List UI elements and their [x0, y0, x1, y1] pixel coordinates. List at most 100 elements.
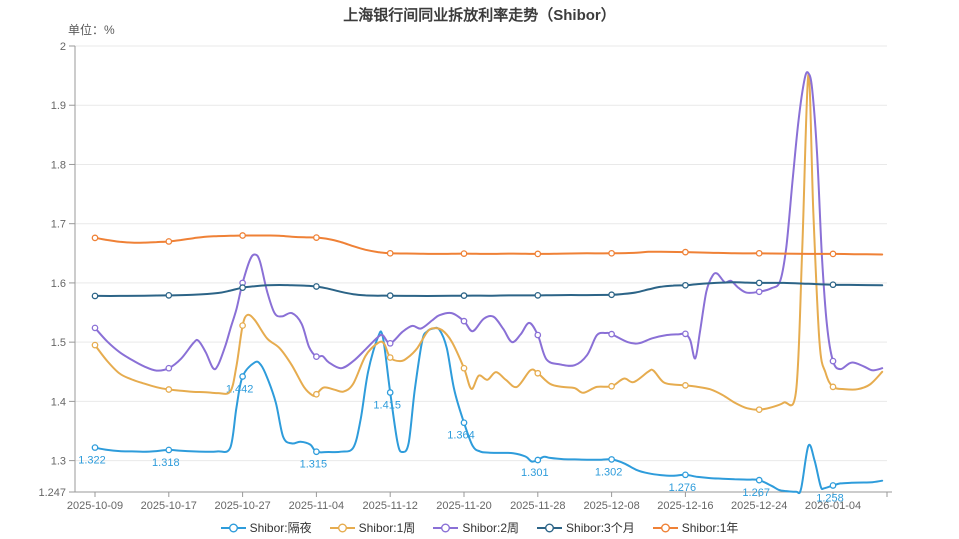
- point-value-label: 1.302: [595, 466, 623, 478]
- data-point-1y[interactable]: [534, 250, 542, 258]
- legend-line-marker-icon: [652, 523, 678, 532]
- y-axis-label: 2: [60, 41, 66, 53]
- chart-title: 上海银行间同业拆放利率走势（Shibor）: [343, 7, 616, 24]
- data-point-2w[interactable]: [755, 288, 763, 296]
- data-point-3m[interactable]: [239, 284, 246, 292]
- data-point-3m[interactable]: [460, 292, 468, 300]
- x-axis-label: 2025-10-09: [67, 500, 123, 512]
- point-value-label: 1.301: [521, 467, 549, 479]
- data-point-2w[interactable]: [313, 353, 320, 361]
- data-point-1w[interactable]: [608, 382, 615, 390]
- series-line-1y: [94, 234, 884, 256]
- data-point-2w[interactable]: [165, 364, 173, 372]
- data-point-1w[interactable]: [165, 386, 173, 393]
- data-point-overnight[interactable]: [608, 456, 615, 463]
- legend-line-marker-icon: [220, 523, 246, 532]
- data-point-2w[interactable]: [460, 317, 468, 325]
- series-line-1w: [94, 73, 884, 411]
- data-point-1w[interactable]: [460, 364, 468, 372]
- data-point-1w[interactable]: [239, 322, 246, 329]
- data-point-1w[interactable]: [534, 369, 542, 377]
- x-axis-label: 2025-11-04: [289, 500, 344, 512]
- point-value-label: 1.415: [373, 399, 401, 411]
- point-value-label: 1.322: [78, 455, 106, 467]
- x-axis-label: 2025-12-08: [583, 500, 639, 512]
- data-point-1w[interactable]: [682, 382, 689, 389]
- data-point-1w[interactable]: [829, 383, 837, 391]
- data-point-overnight[interactable]: [460, 419, 468, 427]
- x-axis-label: 2025-11-20: [436, 500, 491, 512]
- legend-label: Shibor:1年: [681, 521, 739, 535]
- data-point-3m[interactable]: [755, 279, 763, 287]
- x-axis-label: 2025-10-17: [141, 500, 197, 512]
- series-line-2w: [94, 71, 884, 372]
- data-point-3m[interactable]: [829, 281, 837, 289]
- data-point-3m[interactable]: [534, 292, 542, 299]
- data-point-1w[interactable]: [313, 390, 320, 398]
- data-point-overnight[interactable]: [534, 456, 542, 464]
- data-point-3m[interactable]: [165, 292, 173, 299]
- data-point-overnight[interactable]: [829, 482, 837, 489]
- legend-item-overnight[interactable]: Shibor:隔夜: [220, 519, 312, 536]
- data-point-1y[interactable]: [682, 248, 689, 256]
- series-line-3m: [94, 281, 884, 297]
- data-point-3m[interactable]: [682, 281, 689, 289]
- y-axis-label: 1.247: [38, 487, 66, 499]
- data-point-1w[interactable]: [755, 406, 763, 414]
- data-point-1y[interactable]: [386, 249, 394, 257]
- data-point-3m[interactable]: [313, 283, 320, 290]
- data-point-1y[interactable]: [755, 249, 763, 257]
- data-point-1w[interactable]: [386, 354, 394, 361]
- data-point-overnight[interactable]: [91, 444, 99, 451]
- legend-label: Shibor:2周: [462, 521, 520, 535]
- series-line-overnight: [94, 326, 884, 495]
- data-point-1w[interactable]: [91, 341, 99, 349]
- data-point-overnight[interactable]: [386, 389, 394, 396]
- data-point-overnight[interactable]: [313, 448, 320, 456]
- data-point-2w[interactable]: [829, 357, 837, 365]
- data-point-2w[interactable]: [91, 324, 99, 332]
- legend-item-1y[interactable]: Shibor:1年: [652, 519, 739, 536]
- data-point-1y[interactable]: [239, 232, 246, 239]
- data-point-1y[interactable]: [829, 250, 837, 258]
- data-point-2w[interactable]: [534, 331, 542, 339]
- data-point-3m[interactable]: [91, 292, 99, 300]
- point-value-label: 1.442: [226, 384, 254, 396]
- data-point-overnight[interactable]: [165, 446, 173, 454]
- legend-item-3m[interactable]: Shibor:3个月: [537, 519, 635, 536]
- y-axis-label: 1.6: [51, 278, 66, 290]
- data-point-1y[interactable]: [313, 234, 320, 241]
- x-axis-label: 2025-11-28: [510, 500, 565, 512]
- legend: Shibor:隔夜 Shibor:1周 Shibor:2周 Shibor:3个月 Shi…: [0, 519, 959, 536]
- data-point-1y[interactable]: [91, 234, 99, 242]
- legend-label: Shibor:3个月: [566, 521, 635, 535]
- data-point-overnight[interactable]: [239, 373, 246, 380]
- point-value-label: 1.276: [669, 482, 697, 494]
- data-point-1y[interactable]: [608, 249, 615, 257]
- data-point-3m[interactable]: [386, 292, 394, 300]
- legend-item-2w[interactable]: Shibor:2周: [433, 519, 519, 536]
- point-value-label: 1.315: [300, 459, 328, 471]
- x-axis-label: 2025-10-27: [214, 500, 270, 512]
- data-point-3m[interactable]: [608, 291, 615, 299]
- legend-line-marker-icon: [537, 523, 563, 532]
- data-point-2w[interactable]: [682, 330, 689, 338]
- data-point-overnight[interactable]: [682, 471, 689, 479]
- legend-item-1w[interactable]: Shibor:1周: [329, 519, 415, 536]
- point-value-label: 1.267: [742, 487, 770, 499]
- data-point-1y[interactable]: [165, 238, 173, 245]
- point-value-label: 1.258: [816, 492, 844, 504]
- point-value-label: 1.318: [152, 457, 180, 469]
- y-axis-label: 1.9: [51, 100, 66, 112]
- unit-label: 单位：%: [68, 23, 115, 37]
- x-axis-label: 2025-12-24: [731, 500, 787, 512]
- data-point-2w[interactable]: [608, 330, 615, 338]
- data-point-2w[interactable]: [386, 339, 394, 347]
- x-axis-label: 2025-11-12: [362, 500, 417, 512]
- y-axis-label: 1.5: [51, 337, 66, 349]
- legend-line-marker-icon: [433, 523, 459, 532]
- data-point-overnight[interactable]: [755, 476, 763, 484]
- data-point-1y[interactable]: [460, 250, 468, 257]
